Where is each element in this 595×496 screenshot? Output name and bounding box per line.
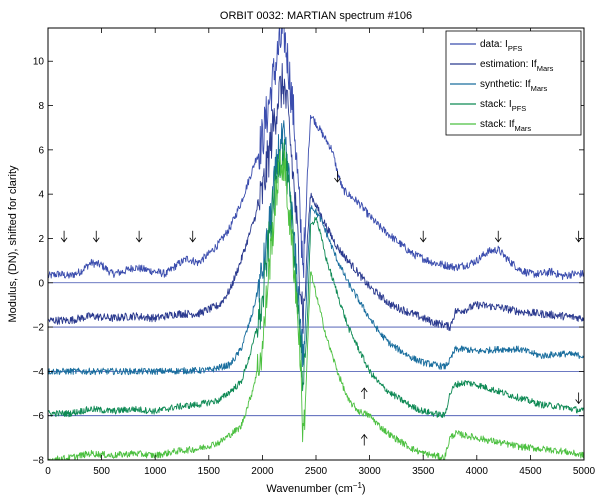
x-tick-label: 4000 [466, 466, 489, 477]
annotation-arrow [189, 230, 197, 243]
legend-item: stack: IfMars [450, 119, 531, 133]
legend-label: estimation: IfMars [480, 59, 554, 73]
x-tick-label: 1000 [144, 466, 167, 477]
legend-item: estimation: IfMars [450, 59, 554, 73]
y-axis-label: Modulus, (DN), shifted for clarity [7, 165, 19, 323]
x-tick-label: 500 [93, 466, 110, 477]
legend-items: data: IPFS estimation: IfMars synthetic: I… [450, 39, 554, 133]
y-tick-label: 4 [38, 190, 44, 201]
legend-item: data: IPFS [450, 39, 522, 53]
x-tick-label: 0 [45, 466, 51, 477]
x-tick-label: 2500 [305, 466, 328, 477]
annotation-arrow [135, 230, 143, 243]
legend-item: synthetic: IfMars [450, 79, 547, 93]
series-line-2 [48, 63, 584, 334]
plot-area [48, 28, 584, 460]
x-axis-label-sup: −1 [353, 481, 363, 490]
x-tick-label: 3500 [412, 466, 435, 477]
x-axis: 0 500 1000 1500 2000 2500 3000 3500 4000 4500 5000 [45, 28, 595, 477]
annotation-arrow [360, 433, 368, 446]
annotation-arrow [92, 230, 100, 243]
annotation-arrow [334, 170, 341, 183]
baseline-group [48, 282, 584, 417]
legend: data: IPFS estimation: IfMars synthetic: I… [445, 30, 582, 136]
annotation-arrow [494, 230, 502, 243]
y-tick-label: 2 [38, 234, 44, 245]
x-tick-label: 5000 [573, 466, 595, 477]
x-tick-label: 3000 [358, 466, 381, 477]
series-line-4 [48, 139, 584, 418]
legend-box [445, 30, 582, 136]
chart-title: ORBIT 0032: MARTIAN spectrum #106 [220, 10, 412, 22]
y-tick-label: 8 [38, 101, 44, 112]
annotation-arrow [360, 387, 368, 399]
x-tick-label: 4500 [519, 466, 542, 477]
legend-label: synthetic: IfMars [480, 79, 547, 93]
legend-label: data: IPFS [480, 39, 522, 53]
annotation-arrow [575, 392, 582, 405]
y-tick-label: −6 [33, 411, 45, 422]
legend-label: stack: IfMars [480, 119, 531, 133]
annotation-arrows [60, 170, 582, 446]
y-axis: −8 −6 −4 −2 0 2 4 6 8 10 [33, 57, 584, 467]
y-tick-label: 10 [33, 57, 45, 68]
x-tick-label: 2000 [251, 466, 274, 477]
y-tick-label: 0 [38, 278, 44, 289]
series-line-1 [48, 28, 584, 281]
x-axis-label-main: Wavenumber (cm [266, 483, 352, 495]
annotation-arrow [575, 230, 582, 243]
x-axis-label: Wavenumber (cm−1) [266, 481, 365, 495]
y-tick-label: −4 [33, 367, 45, 378]
x-axis-label-close: ) [362, 483, 366, 495]
legend-label: stack: IPFS [480, 99, 526, 113]
series-group [48, 28, 584, 460]
x-tick-label: 1500 [198, 466, 221, 477]
series-line-5 [48, 150, 584, 460]
annotation-arrow [60, 230, 68, 243]
y-tick-label: −8 [33, 456, 45, 467]
y-tick-label: 6 [38, 145, 44, 156]
y-tick-label: −2 [33, 323, 45, 334]
legend-item: stack: IPFS [450, 99, 526, 113]
series-line-3 [48, 120, 584, 376]
annotation-arrow [419, 230, 427, 243]
